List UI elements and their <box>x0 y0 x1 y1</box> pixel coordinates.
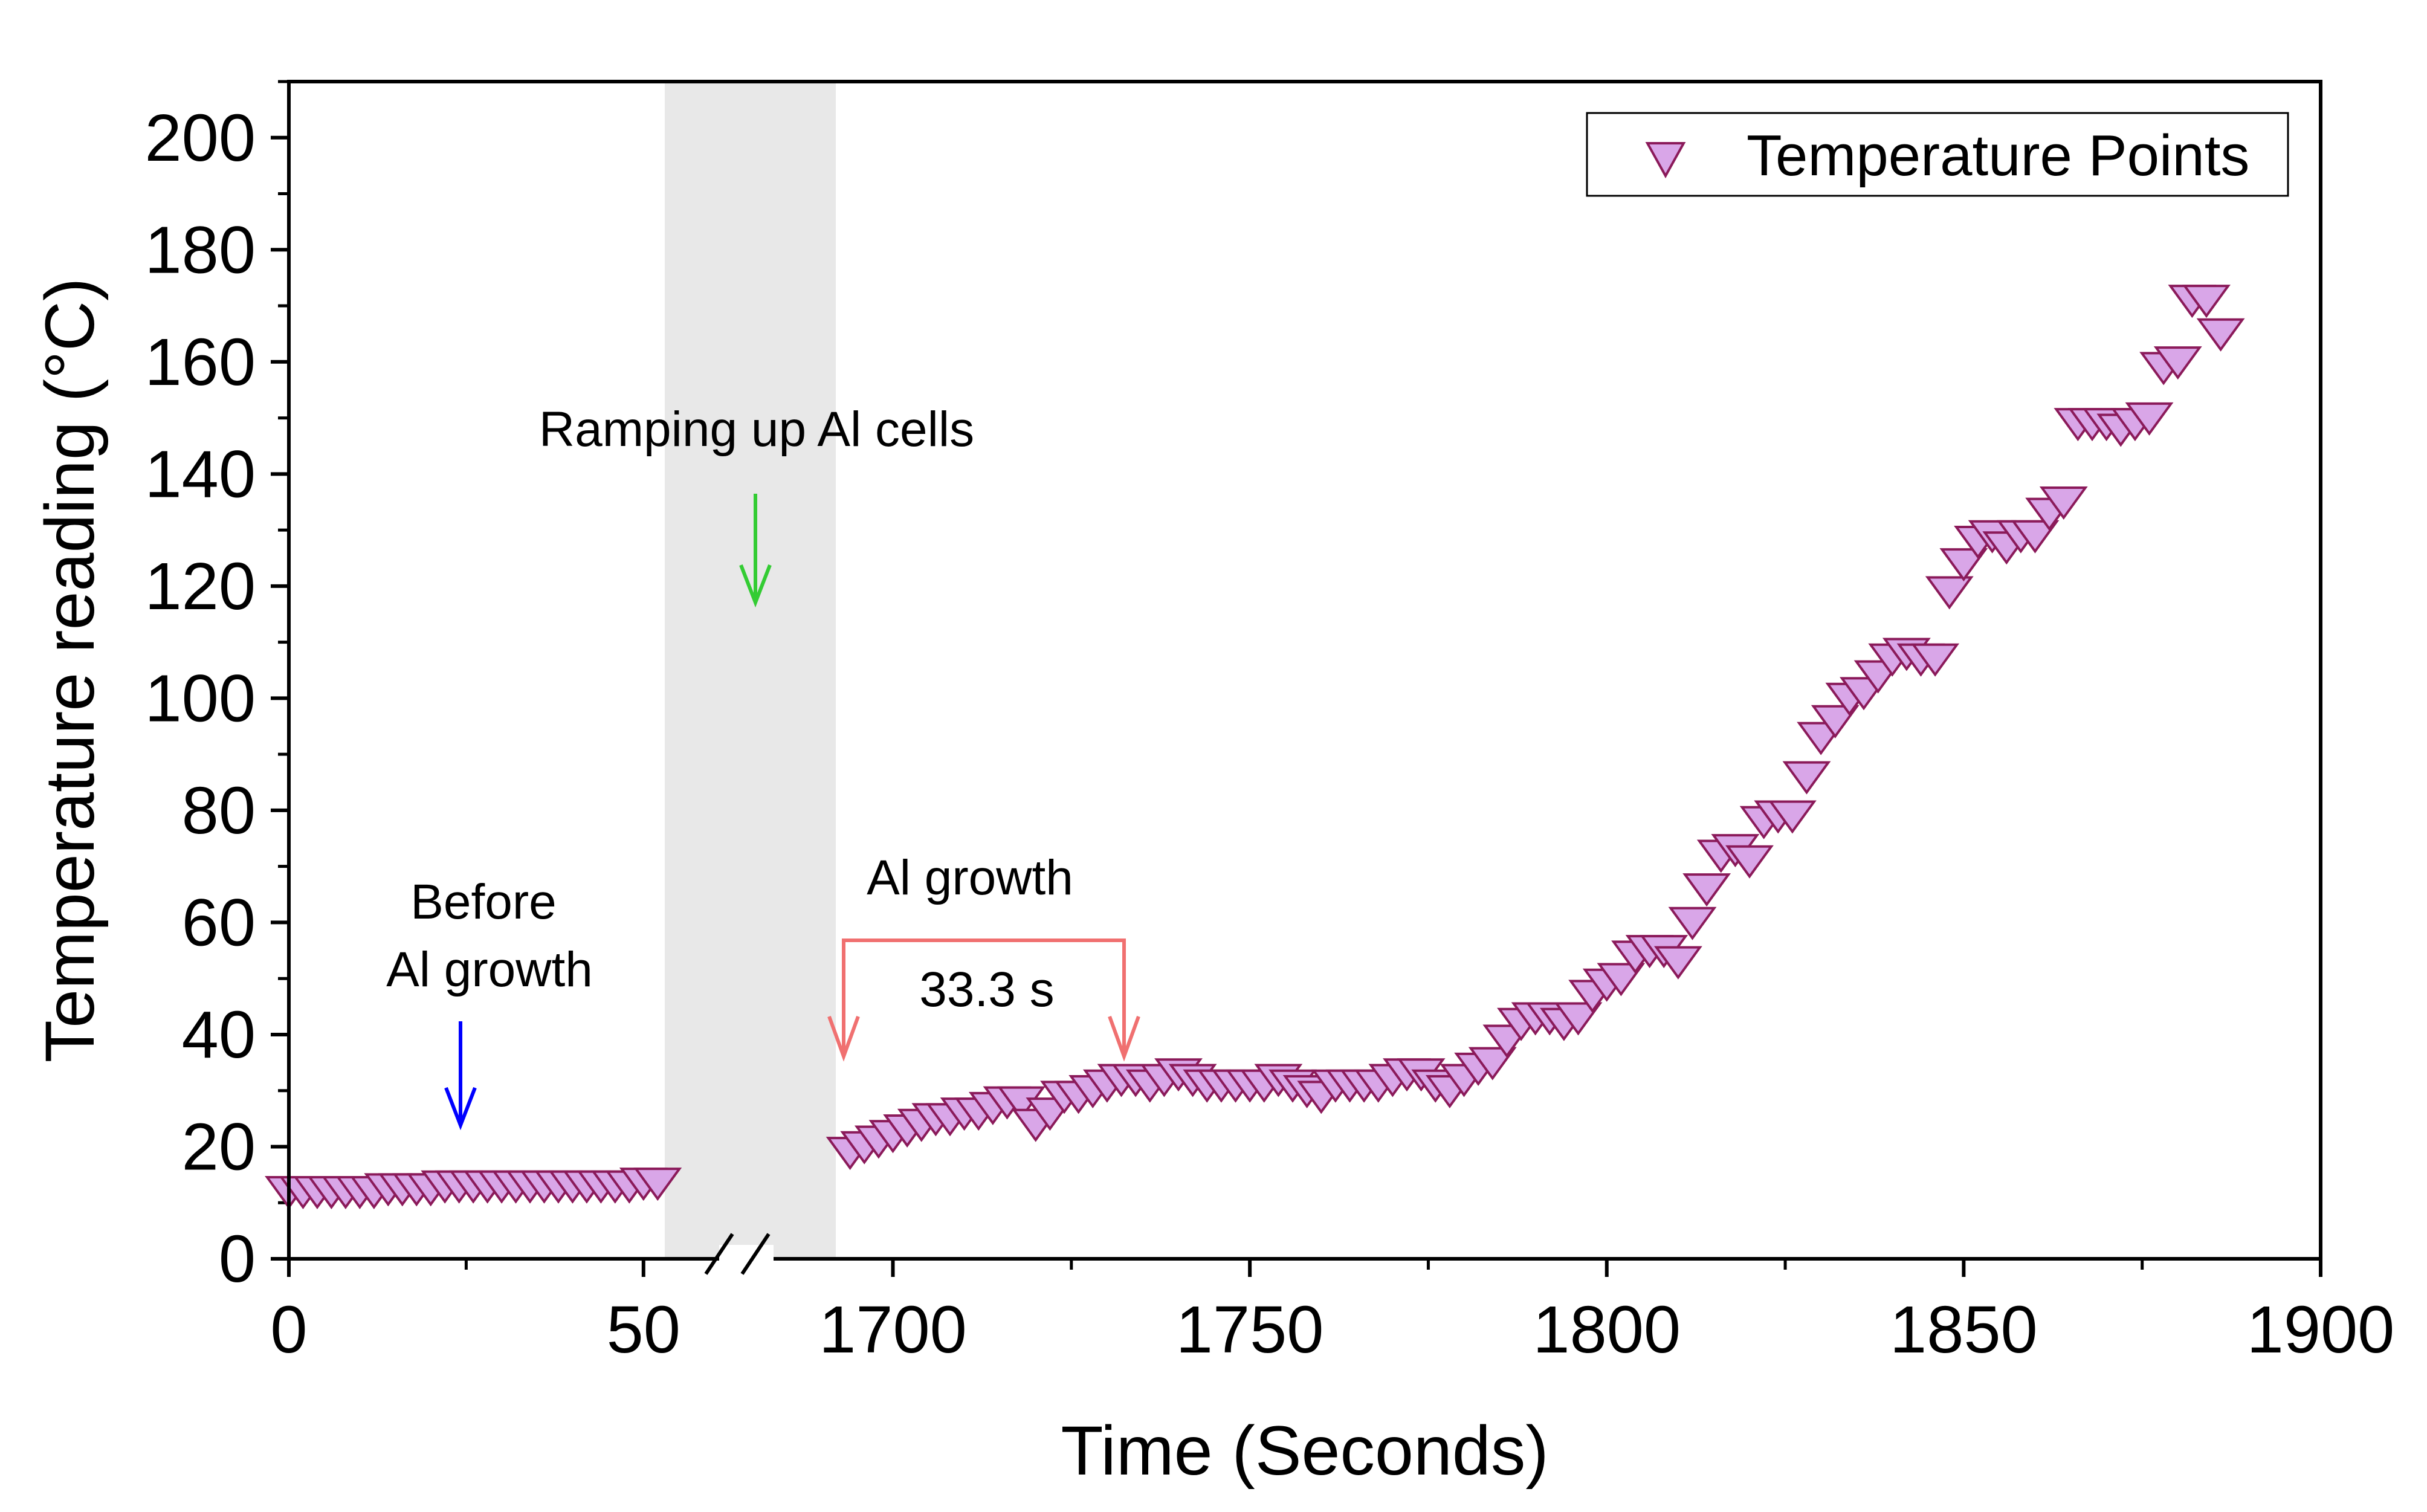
legend-box <box>1586 112 2289 197</box>
temperature-point <box>1768 800 1817 834</box>
y-tick-label: 40 <box>182 998 256 1072</box>
y-tick-label: 160 <box>144 325 256 399</box>
y-tick-label: 20 <box>182 1110 256 1184</box>
annotation-before-line1: Before <box>410 874 557 929</box>
temperature-point <box>1682 873 1731 907</box>
temperature-point <box>1911 643 1960 677</box>
before-arrow-icon <box>444 1021 477 1131</box>
x-tick-label: 1800 <box>1533 1293 1681 1367</box>
y-tick-label: 120 <box>144 549 256 624</box>
x-tick-label: 50 <box>607 1293 680 1367</box>
legend-marker-icon <box>1645 142 1686 179</box>
y-tick-label: 140 <box>144 437 256 511</box>
x-tick-label: 1850 <box>1890 1293 2038 1367</box>
ramping-arrow-icon <box>739 494 772 608</box>
temperature-point <box>1939 548 1988 582</box>
x-tick-label: 1750 <box>1176 1293 1324 1367</box>
annotation-duration: 33.3 s <box>919 962 1054 1017</box>
temperature-point <box>1668 906 1717 940</box>
y-tick-label: 200 <box>144 101 256 175</box>
temperature-point <box>1468 1047 1517 1081</box>
axis-break-slash-left <box>704 1233 734 1275</box>
y-tick-label: 180 <box>144 213 256 287</box>
axis-ticks: 0 20 40 60 80 100 120 140 160 180 200 0 50 1700 1750 18… <box>144 80 2395 1367</box>
temperature-point <box>2039 486 2088 520</box>
temperature-point <box>1811 705 1860 738</box>
x-tick-label: 1700 <box>819 1293 967 1367</box>
temperature-point <box>1597 963 1646 997</box>
y-axis-title: Temperature reading (°C) <box>31 278 109 1063</box>
temperature-point <box>2011 520 2060 554</box>
temperature-point <box>1653 946 1702 980</box>
y-tick-label: 60 <box>182 885 256 960</box>
ramping-shaded-region <box>665 82 836 1259</box>
y-tick-label: 0 <box>219 1222 256 1296</box>
temperature-point <box>1554 1002 1603 1036</box>
plot-frame <box>287 80 2322 1261</box>
growth-bracket-icon <box>827 939 1140 1062</box>
temperature-point <box>633 1168 682 1201</box>
x-tick-label: 1900 <box>2247 1293 2395 1367</box>
y-tick-label: 80 <box>182 774 256 848</box>
annotation-ramping: Ramping up Al cells <box>539 402 974 457</box>
annotation-before-line2: Al growth <box>386 942 593 997</box>
legend-label: Temperature Points <box>1747 123 2249 188</box>
axis-break-slash-right <box>740 1233 771 1275</box>
temperature-point <box>1925 576 1974 610</box>
temperature-point <box>2196 318 2245 352</box>
temperature-point <box>2182 285 2231 318</box>
temperature-point <box>2125 402 2174 436</box>
x-tick-label: 0 <box>270 1293 307 1367</box>
temperature-point <box>1782 761 1831 795</box>
temperature-points <box>265 285 2245 1210</box>
y-tick-label: 100 <box>144 661 256 735</box>
legend: Temperature Points <box>1586 112 2289 197</box>
temperature-point <box>1725 845 1774 879</box>
x-axis-title: Time (Seconds) <box>1061 1412 1548 1490</box>
annotation-growth: Al growth <box>867 850 1073 905</box>
temperature-point <box>2153 346 2202 380</box>
